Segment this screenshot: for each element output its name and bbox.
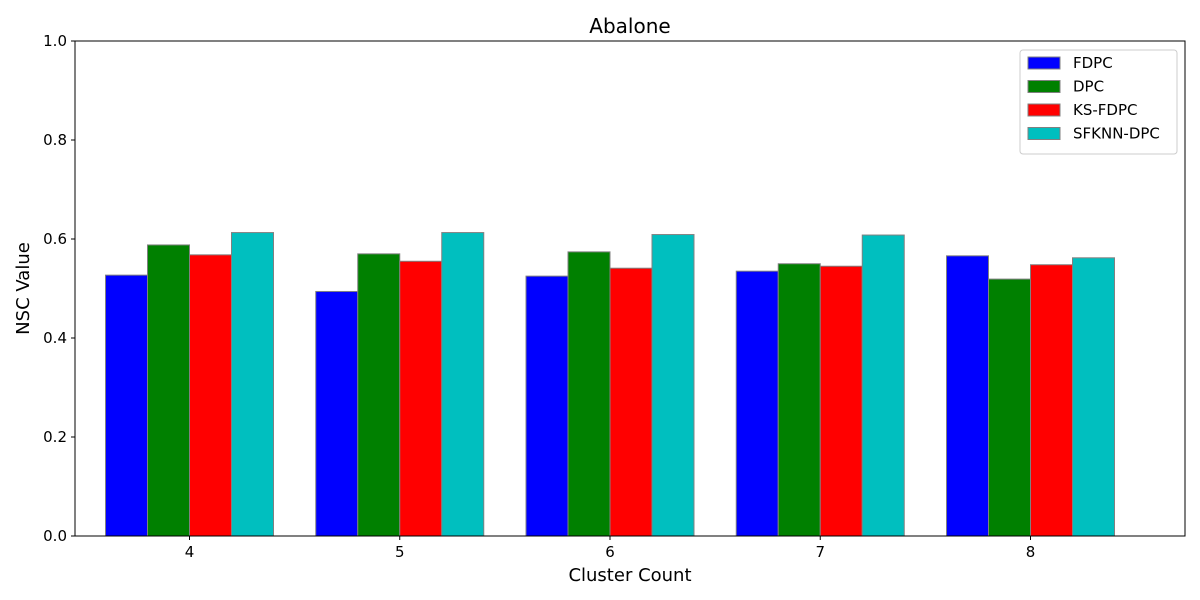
plot-frame xyxy=(74,40,1186,537)
y-tick-label: 0.4 xyxy=(43,329,67,347)
x-axis: 4 5 6 7 8 xyxy=(185,536,1036,561)
legend-swatch-fdpc xyxy=(1027,56,1061,70)
bar-fdpc-5 xyxy=(315,290,359,537)
bar-fdpc-7 xyxy=(735,270,779,537)
legend-label-fdpc: FDPC xyxy=(1073,54,1113,72)
bar-dpc-8 xyxy=(988,278,1031,537)
legend: FDPC DPC KS-FDPC SFKNN-DPC xyxy=(1019,49,1178,155)
bar-fdpc-6 xyxy=(525,275,569,537)
x-tick-label: 6 xyxy=(605,543,615,561)
legend-label-sfknn-dpc: SFKNN-DPC xyxy=(1073,125,1160,143)
legend-swatch-sfknn-dpc xyxy=(1027,127,1061,140)
y-tick-label: 0.0 xyxy=(43,527,67,545)
y-tick-label: 0.2 xyxy=(43,428,67,446)
y-tick-label: 0.8 xyxy=(43,131,67,149)
x-tick-label: 8 xyxy=(1026,543,1036,561)
x-tick-label: 4 xyxy=(185,543,195,561)
bar-sfknn-dpc-7 xyxy=(861,234,905,537)
bar-ks-fdpc-7 xyxy=(819,265,863,537)
bar-sfknn-dpc-4 xyxy=(231,232,274,537)
bar-fdpc-8 xyxy=(946,255,989,537)
legend-swatch-ks-fdpc xyxy=(1027,103,1061,117)
bar-dpc-4 xyxy=(147,244,190,537)
bar-sfknn-dpc-5 xyxy=(441,232,485,537)
legend-label-dpc: DPC xyxy=(1073,78,1104,96)
bar-ks-fdpc-6 xyxy=(609,267,653,537)
y-axis-label: NSC Value xyxy=(13,242,34,335)
bar-ks-fdpc-4 xyxy=(189,254,232,537)
bar-sfknn-dpc-8 xyxy=(1072,257,1115,537)
legend-label-ks-fdpc: KS-FDPC xyxy=(1073,101,1137,119)
y-axis: 0.0 0.2 0.4 0.6 0.8 1.0 xyxy=(43,32,75,545)
y-tick-label: 1.0 xyxy=(43,32,67,50)
bar-ks-fdpc-8 xyxy=(1030,264,1073,537)
y-tick-label: 0.6 xyxy=(43,230,67,248)
bar-ks-fdpc-5 xyxy=(399,260,443,537)
legend-swatch-dpc xyxy=(1027,80,1061,93)
chart-title: Abalone xyxy=(589,14,670,38)
x-tick-label: 7 xyxy=(815,543,825,561)
bar-fdpc-4 xyxy=(105,274,148,537)
bar-sfknn-dpc-6 xyxy=(651,234,695,537)
bar-dpc-6 xyxy=(567,251,611,537)
bar-dpc-5 xyxy=(357,253,401,537)
x-axis-label: Cluster Count xyxy=(568,565,691,586)
bars-group xyxy=(105,232,1115,537)
bar-dpc-7 xyxy=(777,263,821,537)
x-tick-label: 5 xyxy=(395,543,405,561)
